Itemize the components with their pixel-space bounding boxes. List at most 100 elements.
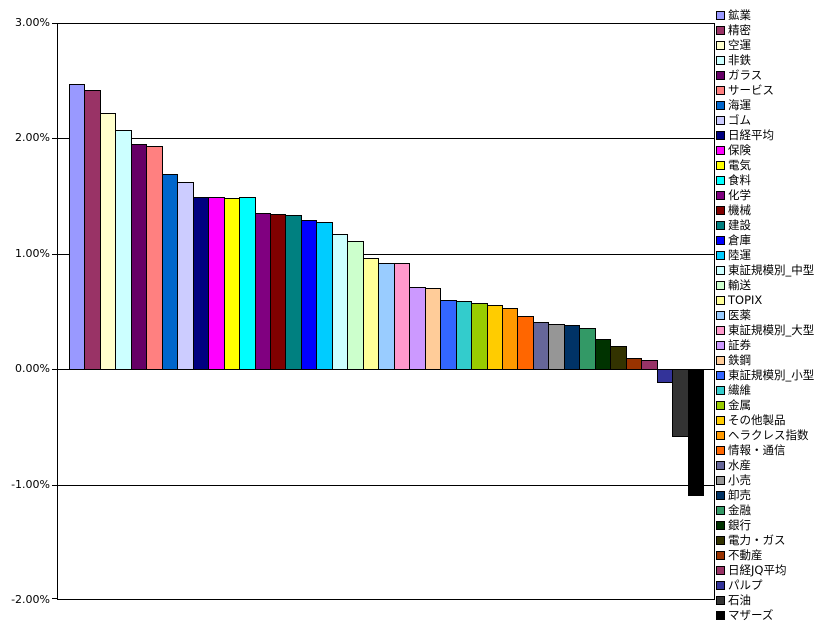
legend-label: 化学 [728,188,751,202]
legend-item: 倉庫 [716,233,814,248]
plot-area [57,23,715,600]
legend-label: 電力・ガス [728,533,786,547]
chart-bar [502,308,518,370]
y-axis-tick-label: -2.00% [11,593,50,606]
legend-item: 鉄鋼 [716,353,814,368]
legend-item: 食料 [716,173,814,188]
legend-swatch-icon [716,251,725,260]
legend-item: 日経JQ平均 [716,563,814,578]
gridline [58,138,714,139]
chart-bar [626,358,642,370]
legend-swatch-icon [716,101,725,110]
y-axis-tick [52,369,57,370]
legend-item: 鉱業 [716,8,814,23]
legend-swatch-icon [716,386,725,395]
chart-bar [378,263,395,370]
legend-swatch-icon [716,161,725,170]
legend-label: 日経平均 [728,128,774,142]
legend-swatch-icon [716,431,725,440]
legend-label: 情報・通信 [728,443,786,457]
legend-label: 繊維 [728,383,751,397]
legend-label: 電気 [728,158,751,172]
gridline [58,254,714,255]
chart-bar [409,287,426,370]
y-axis-tick-label: 3.00% [15,16,50,29]
legend-item: TOPIX [716,293,814,308]
legend-label: 銀行 [728,518,751,532]
legend-label: 卸売 [728,488,751,502]
legend-item: パルプ [716,578,814,593]
legend-label: ゴム [728,113,751,127]
legend-swatch-icon [716,461,725,470]
legend-item: 情報・通信 [716,443,814,458]
legend-label: その他製品 [728,413,786,427]
y-axis-tick [52,598,57,599]
legend-swatch-icon [716,26,725,35]
legend-swatch-icon [716,41,725,50]
legend-item: 金融 [716,503,814,518]
legend-label: 保険 [728,143,751,157]
legend-item: 電力・ガス [716,533,814,548]
legend-item: 化学 [716,188,814,203]
chart-bar [579,328,596,370]
gridline [58,485,714,486]
legend-item: 証券 [716,338,814,353]
chart-bar [255,213,271,370]
legend-label: 陸運 [728,248,751,262]
y-axis-tick-label: 1.00% [15,247,50,260]
legend-label: パルプ [728,578,763,592]
chart-bar [672,369,689,437]
legend-label: 機械 [728,203,751,217]
legend-swatch-icon [716,296,725,305]
chart-bar [208,197,225,370]
y-axis-tick [52,23,57,24]
chart-bar [657,369,673,383]
legend-item: その他製品 [716,413,814,428]
chart-bar [131,144,147,370]
y-axis-tick [52,138,57,139]
legend-swatch-icon [716,176,725,185]
legend-swatch-icon [716,446,725,455]
legend-swatch-icon [716,311,725,320]
chart-bar [84,90,101,370]
legend-swatch-icon [716,521,725,530]
legend-label: 石油 [728,593,751,607]
legend-swatch-icon [716,206,725,215]
legend-swatch-icon [716,611,725,620]
legend-label: 海運 [728,98,751,112]
legend-item: 東証規模別_小型 [716,368,814,383]
legend-item: 東証規模別_中型 [716,263,814,278]
legend-label: 東証規模別_小型 [728,368,815,382]
chart-bar [316,222,333,370]
legend-item: 保険 [716,143,814,158]
legend-item: 非鉄 [716,53,814,68]
chart-bar [69,84,85,370]
legend-swatch-icon [716,371,725,380]
legend-item: 輸送 [716,278,814,293]
legend-item: 銀行 [716,518,814,533]
legend-label: 金融 [728,503,751,517]
chart-bar [146,146,163,370]
legend-swatch-icon [716,326,725,335]
chart-bar [285,215,302,370]
chart-bar [162,174,178,370]
legend-label: 東証規模別_中型 [728,263,815,277]
legend-label: ヘラクレス指数 [728,428,809,442]
chart-bar [533,322,549,370]
chart-bar [456,301,472,370]
legend-label: 不動産 [728,548,763,562]
legend-item: 精密 [716,23,814,38]
chart-bar [177,182,194,370]
chart-bar [347,241,364,370]
chart-bar [595,339,611,370]
chart-bar [548,324,565,370]
legend-item: 石油 [716,593,814,608]
legend-swatch-icon [716,71,725,80]
legend-item: マザーズ [716,608,814,623]
legend-swatch-icon [716,566,725,575]
legend-item: 卸売 [716,488,814,503]
chart-bar [394,263,410,370]
legend-swatch-icon [716,491,725,500]
legend-item: 東証規模別_大型 [716,323,814,338]
legend-label: 倉庫 [728,233,751,247]
